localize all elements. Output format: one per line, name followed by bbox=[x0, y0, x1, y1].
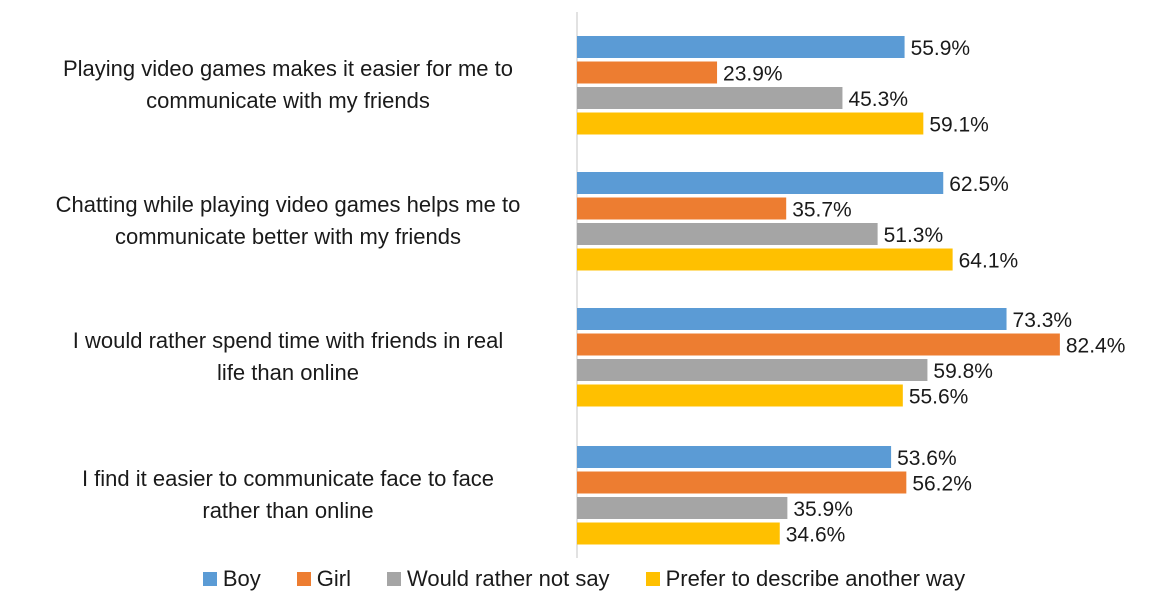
legend-item: Prefer to describe another way bbox=[645, 565, 966, 592]
legend-item: Girl bbox=[296, 565, 351, 592]
legend-label: Girl bbox=[316, 565, 351, 591]
bar bbox=[577, 197, 787, 220]
data-label: 55.6% bbox=[909, 386, 969, 409]
data-label: 55.9% bbox=[911, 37, 971, 60]
bar bbox=[577, 87, 843, 109]
bar bbox=[577, 384, 903, 407]
data-label: 53.6% bbox=[897, 447, 957, 470]
legend-item: Boy bbox=[202, 565, 261, 592]
data-label: 73.3% bbox=[1013, 309, 1073, 332]
data-label: 23.9% bbox=[723, 63, 783, 86]
data-label: 59.1% bbox=[929, 114, 989, 137]
legend-swatch bbox=[386, 571, 401, 586]
data-label: 51.3% bbox=[884, 224, 944, 247]
bar bbox=[577, 61, 718, 84]
legend-swatch bbox=[202, 571, 217, 586]
category-label: I would rather spend time with friends i… bbox=[72, 328, 504, 386]
bar bbox=[577, 172, 944, 194]
data-label: 59.8% bbox=[933, 360, 993, 383]
bar bbox=[577, 248, 953, 271]
legend: Boy Girl Would rather not say Prefer to … bbox=[0, 562, 1168, 595]
legend-label: Prefer to describe another way bbox=[665, 565, 966, 591]
category-labels: Playing video games makes it easier for … bbox=[0, 0, 568, 560]
data-label: 64.1% bbox=[959, 250, 1019, 273]
legend-swatch bbox=[296, 571, 311, 586]
bar bbox=[577, 446, 892, 468]
legend-item: Would rather not say bbox=[386, 565, 610, 592]
legend-swatch bbox=[645, 571, 660, 586]
data-label: 35.7% bbox=[792, 199, 852, 222]
legend-label: Boy bbox=[222, 565, 261, 591]
bar bbox=[577, 497, 788, 519]
bar bbox=[577, 112, 924, 135]
data-label: 45.3% bbox=[848, 88, 908, 111]
bar bbox=[577, 36, 905, 58]
category-label: Playing video games makes it easier for … bbox=[63, 56, 513, 114]
bar bbox=[577, 333, 1060, 356]
data-label: 35.9% bbox=[793, 498, 853, 521]
data-label: 62.5% bbox=[949, 173, 1009, 196]
bar bbox=[577, 223, 878, 245]
data-label: 56.2% bbox=[912, 473, 972, 496]
legend-label: Would rather not say bbox=[406, 565, 610, 591]
bar bbox=[577, 522, 780, 545]
data-label: 34.6% bbox=[786, 524, 846, 547]
category-label: Chatting while playing video games helps… bbox=[55, 192, 521, 250]
bar bbox=[577, 471, 907, 494]
category-label: I find it easier to communicate face to … bbox=[81, 466, 495, 524]
data-label: 82.4% bbox=[1066, 335, 1126, 358]
bar bbox=[577, 308, 1007, 330]
bar bbox=[577, 359, 928, 381]
